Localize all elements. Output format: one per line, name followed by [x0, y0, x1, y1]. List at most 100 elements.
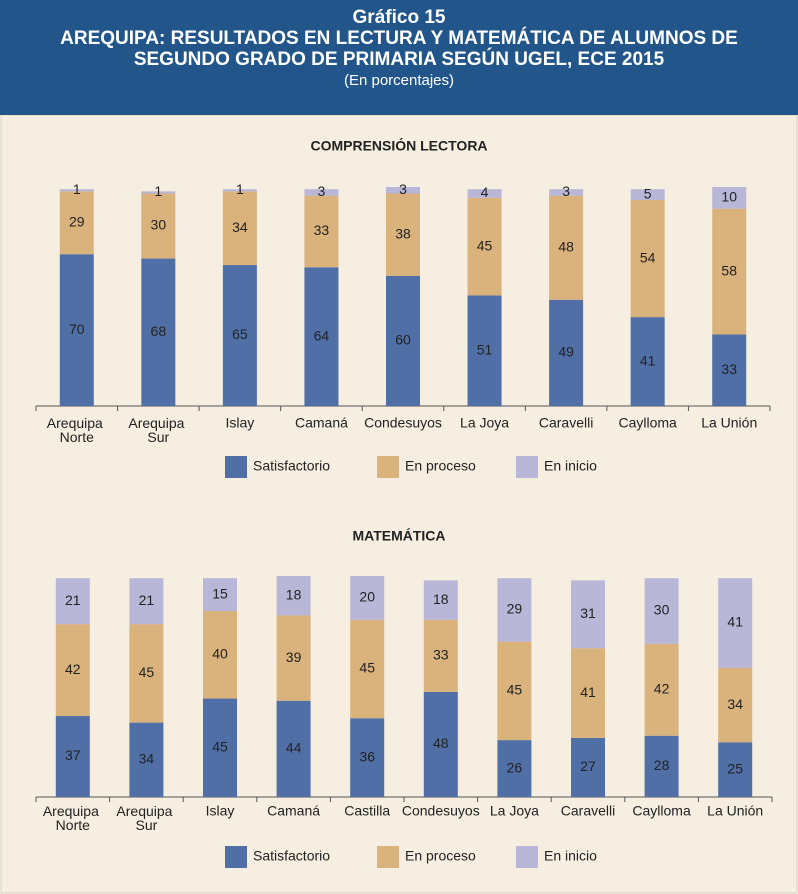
- bar-segment: [423, 580, 458, 620]
- bar-segment: [129, 722, 164, 797]
- x-tick-label: Arequipa Sur: [128, 415, 188, 445]
- value-label: 70: [69, 321, 85, 337]
- bar-segment: [350, 718, 385, 797]
- legend-swatch: [516, 456, 538, 478]
- value-label: 51: [477, 341, 493, 357]
- chart-title: COMPRENSIÓN LECTORA: [310, 137, 487, 154]
- value-label: 39: [286, 649, 302, 665]
- bar-segment: [129, 578, 164, 625]
- value-label: 45: [139, 664, 155, 680]
- value-label: 3: [318, 183, 326, 199]
- value-label: 45: [212, 738, 228, 754]
- value-label: 33: [721, 361, 737, 377]
- bar-segment: [222, 191, 257, 266]
- x-tick-label: Islay: [225, 415, 254, 431]
- value-label: 41: [640, 352, 656, 368]
- value-label: 45: [507, 682, 523, 698]
- legend-swatch: [516, 846, 538, 868]
- value-label: 27: [580, 758, 596, 774]
- bar-segment: [712, 208, 747, 335]
- bar-segment: [59, 254, 94, 406]
- bar-segment: [59, 191, 94, 255]
- bar-segment: [55, 578, 90, 625]
- value-label: 34: [139, 751, 155, 767]
- legend-label: En proceso: [405, 848, 476, 864]
- bar-segment: [712, 334, 747, 406]
- bar-segment: [129, 624, 164, 723]
- legend-swatch: [225, 846, 247, 868]
- header: Gráfico 15 AREQUIPA: RESULTADOS EN LECTU…: [0, 0, 798, 115]
- value-label: 26: [507, 759, 523, 775]
- bar-segment: [276, 700, 311, 797]
- bar-segment: [644, 643, 679, 736]
- value-label: 65: [232, 326, 248, 342]
- value-label: 3: [562, 183, 570, 199]
- x-tick-label: Condesuyos: [364, 415, 442, 431]
- bar-segment: [386, 275, 420, 406]
- value-label: 25: [727, 760, 743, 776]
- bar-segment: [55, 716, 90, 797]
- value-label: 58: [721, 262, 737, 278]
- value-label: 15: [212, 585, 228, 601]
- value-label: 31: [580, 605, 596, 621]
- chart-title: MATEMÁTICA: [352, 528, 445, 544]
- value-label: 34: [232, 219, 248, 235]
- x-tick-label: Condesuyos: [402, 803, 480, 819]
- value-label: 41: [727, 614, 743, 630]
- bar-segment: [549, 189, 584, 196]
- value-label: 1: [154, 183, 162, 199]
- x-tick-label: Castilla: [344, 803, 390, 819]
- bar-segment: [304, 189, 339, 196]
- bar-segment: [497, 641, 532, 741]
- value-label: 1: [73, 181, 81, 197]
- bar-segment: [141, 258, 176, 406]
- legend-swatch: [377, 456, 399, 478]
- bar-segment: [571, 737, 605, 797]
- value-label: 41: [580, 684, 596, 700]
- bar-segment: [276, 576, 311, 616]
- value-label: 44: [286, 740, 302, 756]
- value-label: 4: [481, 184, 489, 200]
- x-tick-label: Caravelli: [561, 803, 615, 819]
- x-tick-label: Caylloma: [618, 415, 677, 431]
- value-label: 40: [212, 645, 228, 661]
- legend-label: En proceso: [405, 458, 476, 474]
- bar-segment: [423, 619, 458, 692]
- x-tick-label: Arequipa Sur: [116, 803, 176, 833]
- x-tick-label: Caravelli: [539, 415, 593, 431]
- bar-segment: [350, 576, 385, 620]
- value-label: 48: [433, 735, 449, 751]
- bar-segment: [571, 580, 605, 649]
- value-label: 21: [65, 592, 81, 608]
- bar-segment: [718, 667, 753, 743]
- value-label: 5: [644, 185, 652, 201]
- value-label: 45: [477, 237, 493, 253]
- bar-segment: [141, 193, 176, 259]
- bar-segment: [497, 740, 532, 797]
- legend-swatch: [225, 456, 247, 478]
- bar-segment: [222, 265, 257, 406]
- bar-segment: [304, 195, 339, 268]
- value-label: 37: [65, 747, 81, 763]
- x-tick-label: La Joya: [490, 803, 539, 819]
- value-label: 42: [65, 661, 81, 677]
- value-label: 3: [399, 181, 407, 197]
- bar-segment: [203, 698, 237, 797]
- bar-segment: [386, 193, 420, 276]
- value-label: 45: [359, 660, 375, 676]
- legend-label: En inicio: [544, 458, 597, 474]
- bar-segment: [203, 611, 237, 699]
- x-tick-label: La Unión: [707, 803, 763, 819]
- bar-segment: [350, 619, 385, 719]
- value-label: 30: [151, 217, 167, 233]
- bar-segment: [712, 187, 747, 209]
- bar-segment: [630, 200, 665, 318]
- bar-segment: [59, 189, 94, 192]
- value-label: 28: [654, 757, 670, 773]
- subtitle: (En porcentajes): [343, 72, 455, 89]
- value-label: 49: [558, 344, 574, 360]
- value-label: 42: [654, 680, 670, 696]
- bar-segment: [630, 317, 665, 406]
- x-tick-label: Arequipa Norte: [47, 415, 107, 445]
